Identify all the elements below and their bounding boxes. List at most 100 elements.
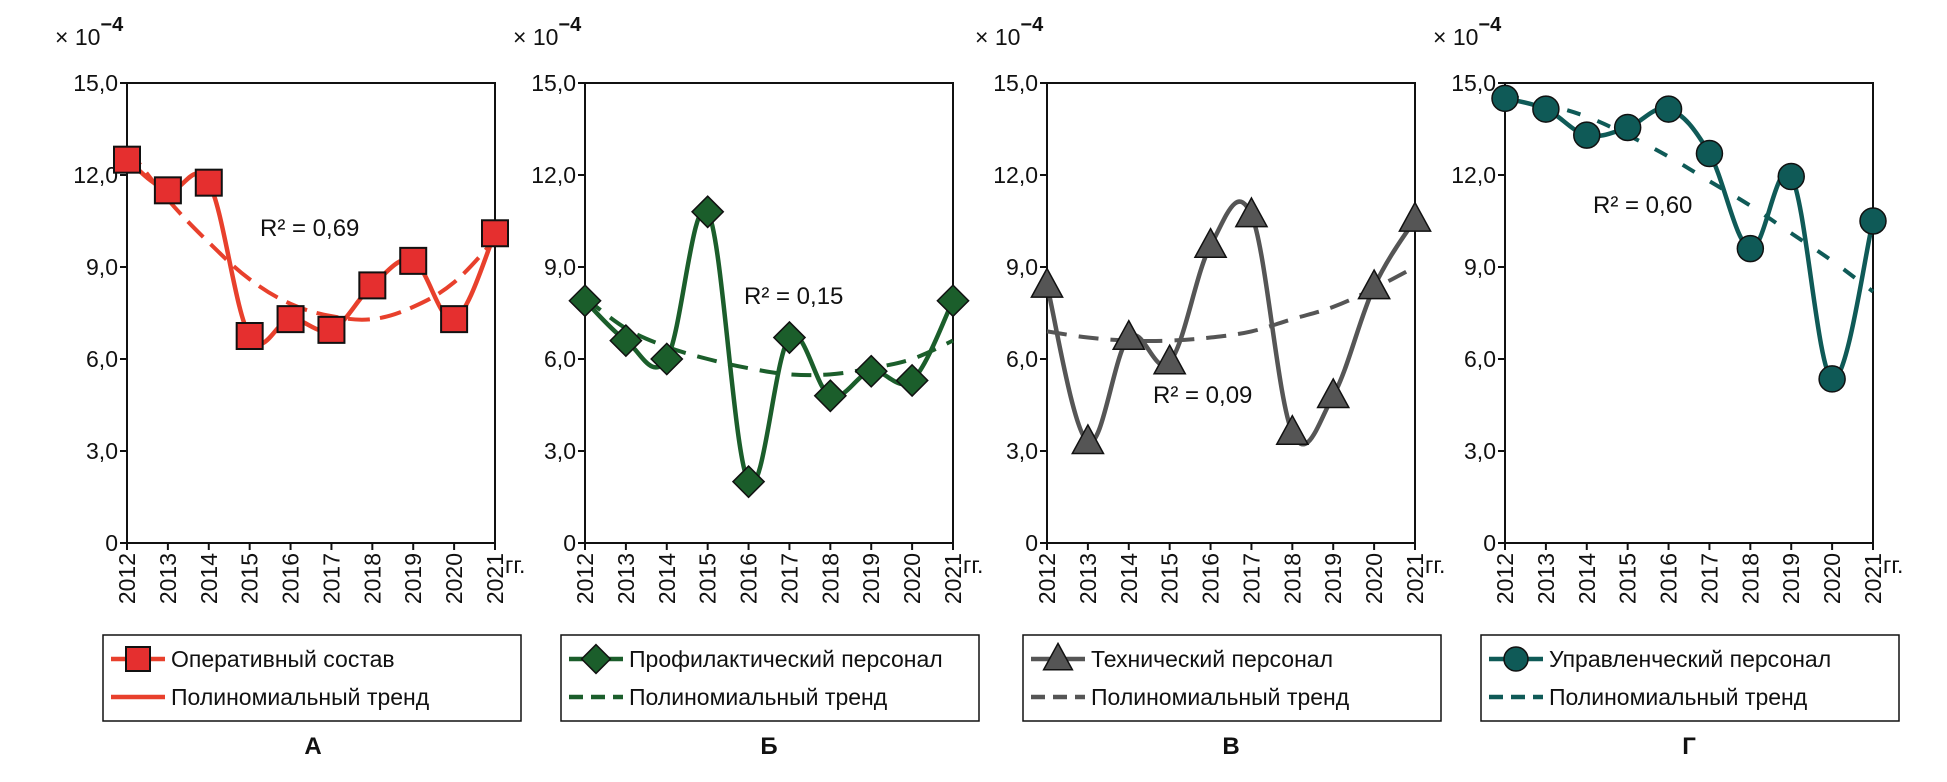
y-tick-label: 12,0 <box>1451 162 1496 188</box>
x-tick-label: 2013 <box>613 553 639 604</box>
data-point <box>1491 84 1519 113</box>
y-multiplier-label: × 10−4 <box>1433 14 1502 50</box>
x-tick-label: 2018 <box>1737 553 1763 604</box>
multiplier-base: × 10 <box>55 24 100 50</box>
x-tick-label: 2017 <box>1696 553 1722 604</box>
y-tick-label: 12,0 <box>531 162 576 188</box>
panel-label: Г <box>1682 733 1696 760</box>
data-point <box>1071 423 1105 455</box>
legend-marker <box>1042 641 1074 671</box>
y-tick-label: 15,0 <box>531 70 576 96</box>
data-line <box>1504 96 1876 382</box>
y-tick-label: 0 <box>1483 530 1496 556</box>
data-point <box>1532 95 1560 123</box>
legend-marker <box>580 643 612 675</box>
x-tick-label: 2021 <box>482 553 508 604</box>
plot-area-frame <box>584 82 954 544</box>
data-point <box>235 322 264 350</box>
x-tick-label: 2019 <box>400 553 426 604</box>
data-point <box>1818 365 1846 393</box>
legend-label: Полиномиальный тренд <box>629 684 888 710</box>
x-tick-label: 2020 <box>1819 553 1845 604</box>
panel-label: А <box>304 733 321 760</box>
x-tick-label: 2019 <box>1778 553 1804 604</box>
legend-label: Оперативный состав <box>171 646 395 672</box>
x-tick-label: 2016 <box>278 553 304 604</box>
x-tick-label: 2020 <box>1361 553 1387 604</box>
panel-2: × 10−4 0 3,0 6,0 9,0 12,0 15,0 2012 2013 2014 2015… <box>513 14 983 760</box>
y-tick-label: 15,0 <box>1451 70 1496 96</box>
legend-label: Технический персонал <box>1091 646 1333 672</box>
r-squared-annotation: R² = 0,15 <box>744 283 843 310</box>
x-unit-label: гг. <box>1425 552 1445 578</box>
x-tick-label: 2018 <box>817 553 843 604</box>
x-tick-label: 2020 <box>441 553 467 604</box>
trend-line <box>1504 93 1875 294</box>
multiplier-exponent: −4 <box>100 14 124 36</box>
multiplier-exponent: −4 <box>1020 14 1044 36</box>
plot-area-frame <box>126 82 496 544</box>
data-point <box>895 363 929 398</box>
multiplier-exponent: −4 <box>1478 14 1502 36</box>
data-point <box>650 342 684 376</box>
x-tick-label: 2012 <box>1034 553 1060 604</box>
y-tick-label: 9,0 <box>86 254 118 280</box>
x-tick-label: 2012 <box>1492 553 1518 604</box>
data-point <box>1152 343 1187 375</box>
y-tick-label: 6,0 <box>86 346 118 372</box>
r-squared-annotation: R² = 0,69 <box>260 215 359 242</box>
x-tick-label: 2014 <box>196 553 222 604</box>
data-point <box>194 168 223 197</box>
y-multiplier-label: × 10−4 <box>513 14 582 50</box>
data-point <box>1736 234 1765 263</box>
legend-label: Полиномиальный тренд <box>171 684 430 710</box>
y-tick-label: 3,0 <box>86 438 118 464</box>
y-tick-label: 6,0 <box>544 346 576 372</box>
legend-label: Управленческий персонал <box>1549 646 1831 672</box>
y-tick-label: 3,0 <box>1464 438 1496 464</box>
data-point <box>731 465 766 499</box>
y-tick-label: 15,0 <box>993 70 1038 96</box>
data-point <box>113 145 141 174</box>
data-point <box>1613 113 1642 142</box>
x-tick-label: 2015 <box>1615 553 1641 604</box>
legend-marker <box>125 646 151 672</box>
x-tick-label: 2013 <box>1075 553 1101 604</box>
legend-box <box>1022 634 1442 722</box>
x-tick-label: 2019 <box>858 553 884 604</box>
y-multiplier-label: × 10−4 <box>55 14 124 50</box>
x-tick-label: 2016 <box>1198 553 1224 604</box>
y-tick-label: 3,0 <box>544 438 576 464</box>
legend-box <box>1480 634 1900 722</box>
data-point <box>399 246 428 275</box>
x-tick-label: 2015 <box>237 553 263 604</box>
x-tick-label: 2016 <box>736 553 762 604</box>
legend-box <box>560 634 980 722</box>
data-point <box>609 323 643 358</box>
plot-area-frame <box>1504 82 1874 544</box>
x-tick-label: 2012 <box>114 553 140 604</box>
panel-label: Б <box>760 733 777 760</box>
r-squared-annotation: R² = 0,60 <box>1593 192 1692 219</box>
x-tick-label: 2019 <box>1320 553 1346 604</box>
legend-box <box>102 634 522 722</box>
data-point <box>1316 377 1351 409</box>
x-tick-label: 2014 <box>1574 553 1600 604</box>
y-tick-label: 0 <box>105 530 118 556</box>
data-point <box>358 271 387 300</box>
y-tick-label: 15,0 <box>73 70 118 96</box>
data-point <box>1111 319 1146 350</box>
data-point <box>1193 227 1228 258</box>
y-tick-label: 9,0 <box>1464 254 1496 280</box>
data-point <box>1357 268 1391 300</box>
x-tick-label: 2018 <box>1279 553 1305 604</box>
multiplier-base: × 10 <box>975 24 1020 50</box>
x-tick-label: 2012 <box>572 553 598 604</box>
y-multiplier-label: × 10−4 <box>975 14 1044 50</box>
x-tick-label: 2020 <box>899 553 925 604</box>
y-tick-label: 12,0 <box>993 162 1038 188</box>
x-unit-label: гг. <box>505 552 525 578</box>
multiplier-base: × 10 <box>513 24 558 50</box>
r-squared-annotation: R² = 0,09 <box>1153 382 1252 409</box>
panel-label: В <box>1222 733 1239 760</box>
